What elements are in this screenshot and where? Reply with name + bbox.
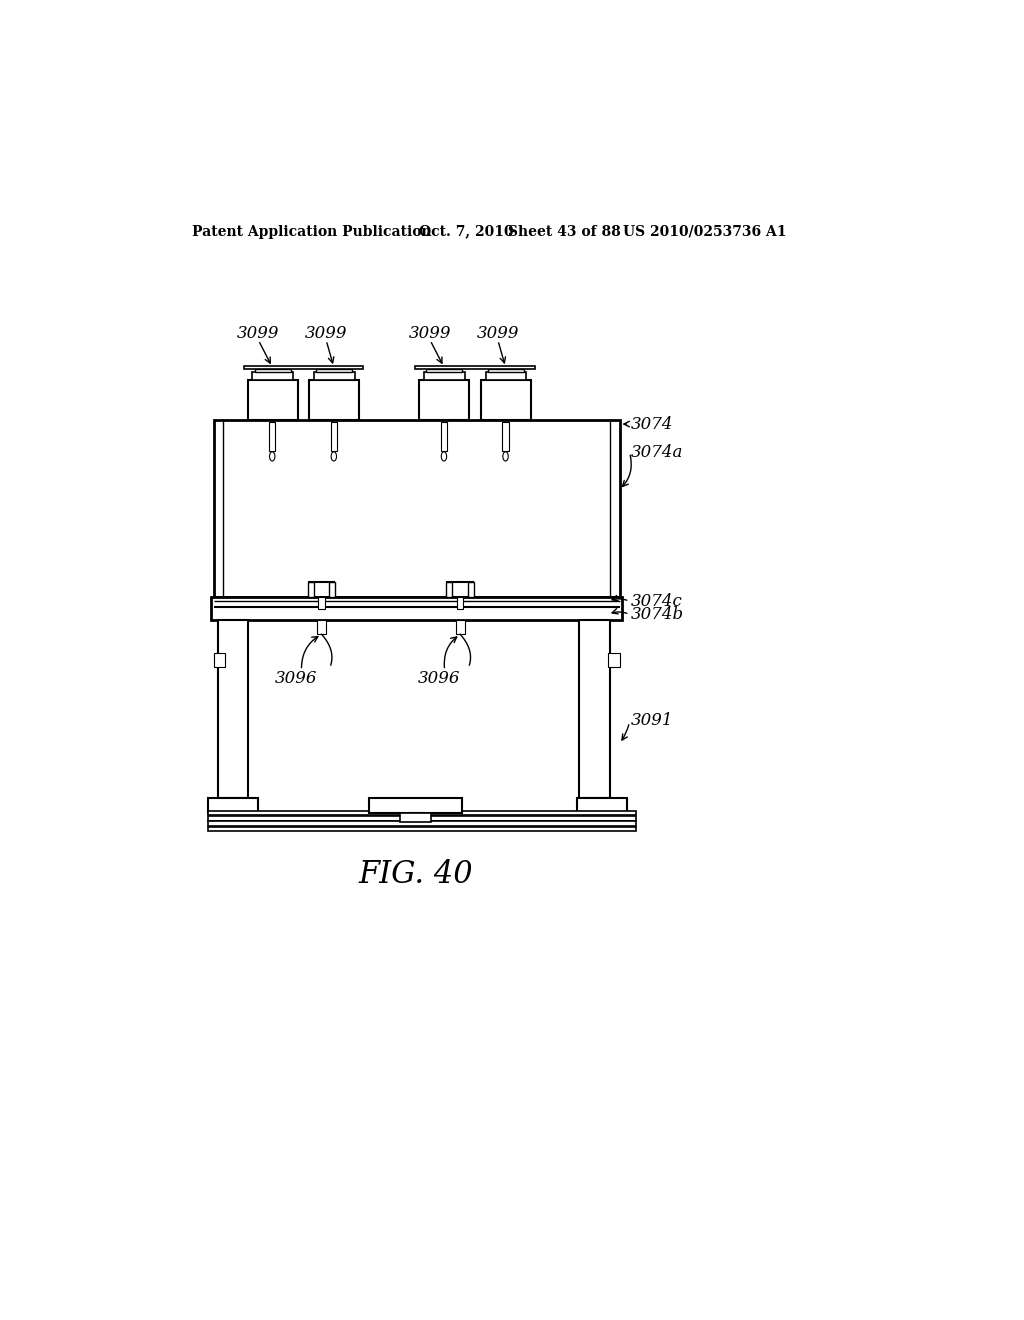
Text: 3091: 3091 bbox=[631, 711, 674, 729]
Text: US 2010/0253736 A1: US 2010/0253736 A1 bbox=[624, 224, 786, 239]
Bar bbox=[269, 422, 275, 451]
Ellipse shape bbox=[269, 451, 274, 461]
Text: 3099: 3099 bbox=[476, 326, 519, 342]
Bar bbox=[608, 653, 620, 667]
Text: 3099: 3099 bbox=[305, 326, 347, 342]
Bar bbox=[214, 420, 620, 598]
Bar bbox=[446, 582, 453, 598]
Bar bbox=[313, 372, 354, 380]
Text: 3099: 3099 bbox=[238, 326, 280, 342]
Bar bbox=[208, 826, 637, 832]
Text: Patent Application Publication: Patent Application Publication bbox=[193, 224, 432, 239]
Bar bbox=[217, 620, 249, 797]
Text: 3074a: 3074a bbox=[631, 444, 683, 461]
Bar bbox=[579, 620, 609, 797]
Bar bbox=[248, 380, 298, 420]
Text: 3074: 3074 bbox=[631, 416, 674, 433]
Bar bbox=[419, 380, 469, 420]
Bar bbox=[416, 366, 535, 370]
Bar bbox=[208, 821, 637, 826]
Text: Oct. 7, 2010: Oct. 7, 2010 bbox=[419, 224, 514, 239]
Bar bbox=[441, 422, 447, 451]
Bar bbox=[330, 582, 336, 598]
Bar bbox=[307, 582, 313, 598]
Bar bbox=[331, 422, 337, 451]
Bar bbox=[244, 366, 364, 370]
Text: Sheet 43 of 88: Sheet 43 of 88 bbox=[508, 224, 621, 239]
Text: 3096: 3096 bbox=[418, 669, 460, 686]
Bar bbox=[211, 597, 622, 620]
Bar bbox=[457, 598, 463, 609]
Ellipse shape bbox=[441, 451, 446, 461]
Ellipse shape bbox=[503, 451, 508, 461]
Bar bbox=[316, 620, 326, 635]
Bar bbox=[487, 368, 524, 372]
Bar bbox=[208, 797, 258, 813]
Text: 3096: 3096 bbox=[274, 669, 317, 686]
Bar bbox=[318, 598, 325, 609]
Bar bbox=[208, 810, 637, 816]
Text: FIG. 40: FIG. 40 bbox=[358, 859, 473, 890]
Text: 3074b: 3074b bbox=[631, 606, 684, 623]
Bar bbox=[456, 620, 465, 635]
Ellipse shape bbox=[331, 451, 337, 461]
Bar bbox=[255, 368, 291, 372]
Bar bbox=[426, 368, 463, 372]
Bar bbox=[316, 368, 352, 372]
Bar bbox=[400, 813, 431, 822]
Bar bbox=[485, 372, 526, 380]
Bar bbox=[252, 372, 293, 380]
Bar bbox=[468, 582, 474, 598]
Bar bbox=[370, 797, 462, 813]
Bar bbox=[214, 653, 225, 667]
Bar bbox=[578, 797, 628, 813]
Bar bbox=[208, 816, 637, 821]
Text: 3074c: 3074c bbox=[631, 593, 683, 610]
Text: 3099: 3099 bbox=[409, 326, 452, 342]
Bar bbox=[481, 380, 531, 420]
Bar bbox=[309, 380, 359, 420]
Bar bbox=[424, 372, 465, 380]
Bar bbox=[503, 422, 509, 451]
